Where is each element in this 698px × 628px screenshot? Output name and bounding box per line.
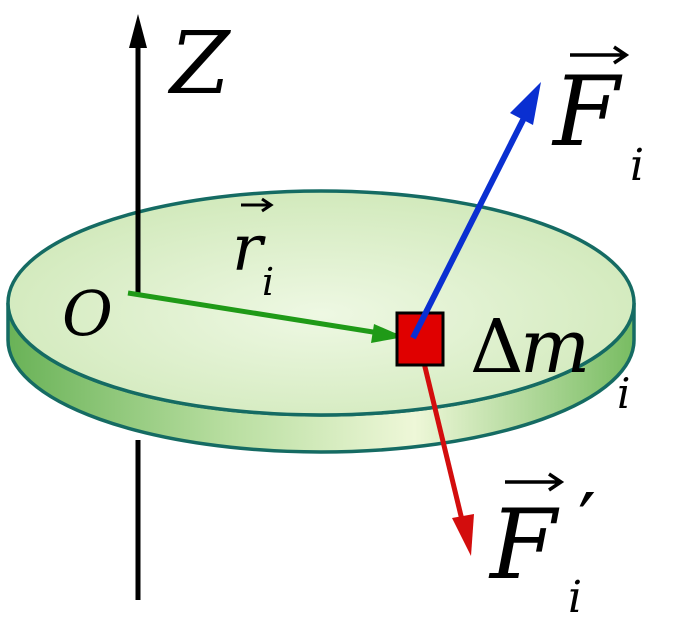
radius-vector-arrow [127,290,399,339]
svg-text:m: m [520,304,590,390]
svg-text:Δ: Δ [470,304,523,390]
vector-arrow-icon [505,472,565,492]
svg-text:F: F [551,56,623,168]
svg-text:i: i [617,369,630,418]
svg-text:F: F [488,489,560,601]
vector-arrow-icon [570,45,630,65]
svg-text:r: r [232,212,266,286]
disk-top [6,189,636,417]
z-axis-label: Z [167,14,231,114]
svg-text:i: i [630,140,644,191]
mass-element-label: Δ m i [470,304,630,418]
svg-text:i: i [262,260,274,304]
radius-vector-label: r i [232,197,274,304]
internal-force-arrow [415,337,474,556]
svg-text:′: ′ [578,476,596,569]
internal-force-label: F i ′ [488,472,596,623]
external-force-arrow [410,82,541,340]
z-axis-arrowhead [129,14,147,48]
external-force-label: F i [551,45,644,191]
origin-label: O [62,277,113,350]
svg-text:i: i [568,572,582,623]
vector-arrow-icon [241,197,274,213]
